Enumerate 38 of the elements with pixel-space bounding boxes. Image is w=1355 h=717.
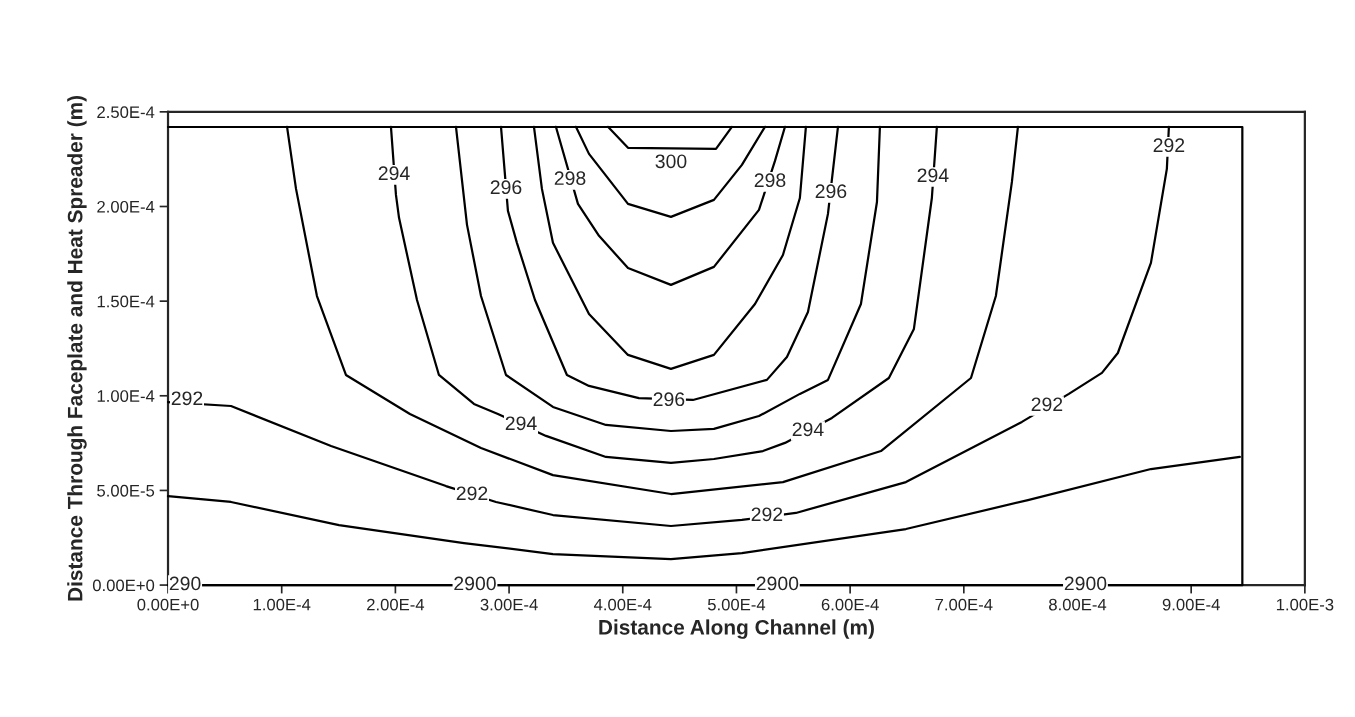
y-tick-label: 2.00E-4 — [97, 200, 155, 213]
x-tick-label: 3.00E-4 — [480, 598, 538, 611]
annotation: 298 — [754, 173, 786, 188]
x-tick-label: 1.00E-3 — [1276, 598, 1334, 611]
x-tick-label: 4.00E-4 — [593, 598, 652, 611]
y-tick-label: 0.00E+0 — [92, 579, 155, 592]
annotation: 294 — [378, 166, 410, 181]
y-tick-label: 5.00E-5 — [97, 484, 155, 497]
annotation: 294 — [792, 422, 824, 437]
x-tick-label: 0.00E+0 — [137, 598, 199, 611]
annotation: 290 — [169, 576, 201, 591]
y-tick-label: 1.50E-4 — [97, 295, 155, 308]
annotation: 292 — [456, 486, 488, 501]
annotation: 296 — [490, 180, 522, 195]
annotation: 292 — [1153, 138, 1185, 153]
annotation: 294 — [917, 168, 949, 183]
annotation: 298 — [554, 171, 586, 186]
x-tick-label: 6.00E-4 — [821, 598, 879, 611]
annotation: 2900 — [454, 576, 496, 591]
y-axis-title: Distance Through Faceplate and Heat Spreader (m) — [67, 95, 87, 601]
annotation: 292 — [1031, 397, 1063, 412]
annotation: 296 — [653, 392, 685, 407]
x-tick-label: 2.00E-4 — [367, 598, 425, 611]
x-tick-label: 5.00E-4 — [707, 598, 766, 611]
annotation: 2900 — [756, 576, 799, 591]
annotation: 294 — [505, 416, 537, 431]
annotation: 296 — [815, 184, 847, 199]
annotation: 2900 — [1064, 576, 1107, 591]
annotation: 292 — [751, 507, 783, 522]
annotation: 300 — [655, 154, 687, 169]
y-tick-label: 2.50E-4 — [97, 106, 155, 119]
x-axis-title: Distance Along Channel (m) — [599, 619, 874, 639]
x-tick-label: 9.00E-4 — [1162, 598, 1220, 611]
x-tick-label: 8.00E-4 — [1049, 598, 1107, 611]
y-tick-label: 1.00E-4 — [97, 390, 155, 402]
annotation: 292 — [171, 391, 203, 406]
x-tick-label: 1.00E-4 — [253, 598, 311, 611]
x-tick-label: 7.00E-4 — [935, 598, 993, 611]
